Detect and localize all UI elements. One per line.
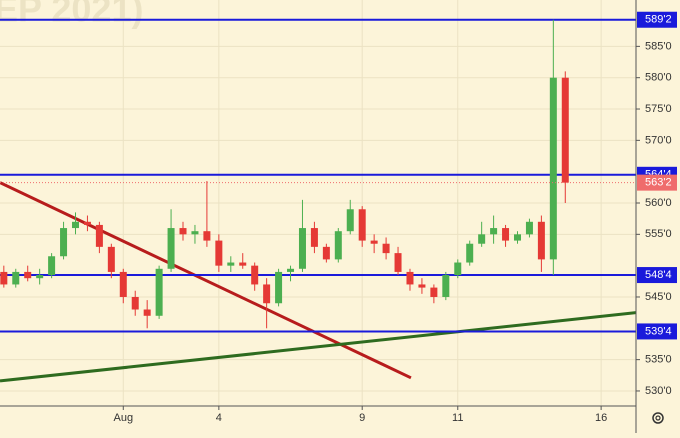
level-label: 589'2 [645,14,672,26]
candle-body [430,287,438,297]
y-tick-label: 560'0 [645,197,672,209]
candle-body [442,275,450,297]
candle-body [60,228,68,257]
x-tick-label: 11 [452,412,463,424]
candle-body [478,234,486,244]
candle-body [322,246,330,260]
last-price-badge [637,174,677,191]
candle-body [537,221,545,260]
candle-body [513,234,521,241]
candle-body [310,228,318,247]
candle-body [155,268,163,316]
candle-body [71,221,79,229]
candle-body [227,262,235,266]
level-label: 539'4 [645,325,672,337]
candle-body [251,265,259,285]
candle-body [95,224,103,247]
candle-body [131,296,139,310]
level-label: 548'4 [645,269,672,281]
candle-body [83,221,91,225]
candle-body [179,228,187,235]
candle-body [275,271,283,304]
candle-body [48,256,56,276]
y-tick-label: 585'0 [645,40,672,52]
candle-body [358,209,366,241]
x-tick-label: 16 [595,412,607,424]
plot-area: EP 2021) [0,0,636,406]
candle-body [418,284,426,288]
level-badge [637,11,677,28]
y-tick-label: 580'0 [645,72,672,84]
candle-body [12,271,20,285]
level-badge [637,267,677,284]
candle-body [346,209,354,232]
candle-body [454,262,462,276]
y-tick-label: 545'0 [645,291,672,303]
candle-body [490,228,498,235]
settings-icon[interactable] [652,412,664,424]
candle-body [24,271,32,279]
watermark: EP 2021) [0,0,143,30]
candle-body [525,221,533,235]
candle-body [107,246,115,272]
x-tick-label: 4 [216,412,222,424]
candle-body [0,271,8,285]
candle-body [406,271,414,285]
y-tick-label: 570'0 [645,134,672,146]
candle-body [394,253,402,272]
candle-body [466,243,474,263]
candle-body [561,77,569,183]
candle-body [167,228,175,269]
trend-line [0,311,636,383]
candle-body [215,240,223,266]
candle-body [370,240,378,244]
candle-body [191,231,199,235]
candle-body [502,228,510,241]
candle-body [119,271,127,297]
y-tick-label: 555'0 [645,228,672,240]
candle-body [382,243,390,254]
x-tick-label: Aug [113,412,133,424]
x-tick-label: 9 [359,412,365,424]
y-tick-label: 530'0 [645,385,672,397]
candle-body [239,262,247,266]
candle-body [549,77,557,260]
candle-body [203,231,211,241]
candle-body [334,231,342,260]
candle-body [143,309,151,316]
y-tick-label: 535'0 [645,354,672,366]
last-price-label: 563'2 [645,177,672,189]
y-tick-label: 575'0 [645,103,672,115]
level-badge [637,323,677,340]
candle-body [36,275,44,279]
candle-body [263,284,271,304]
candle-body [298,228,306,269]
candle-body [287,268,295,272]
